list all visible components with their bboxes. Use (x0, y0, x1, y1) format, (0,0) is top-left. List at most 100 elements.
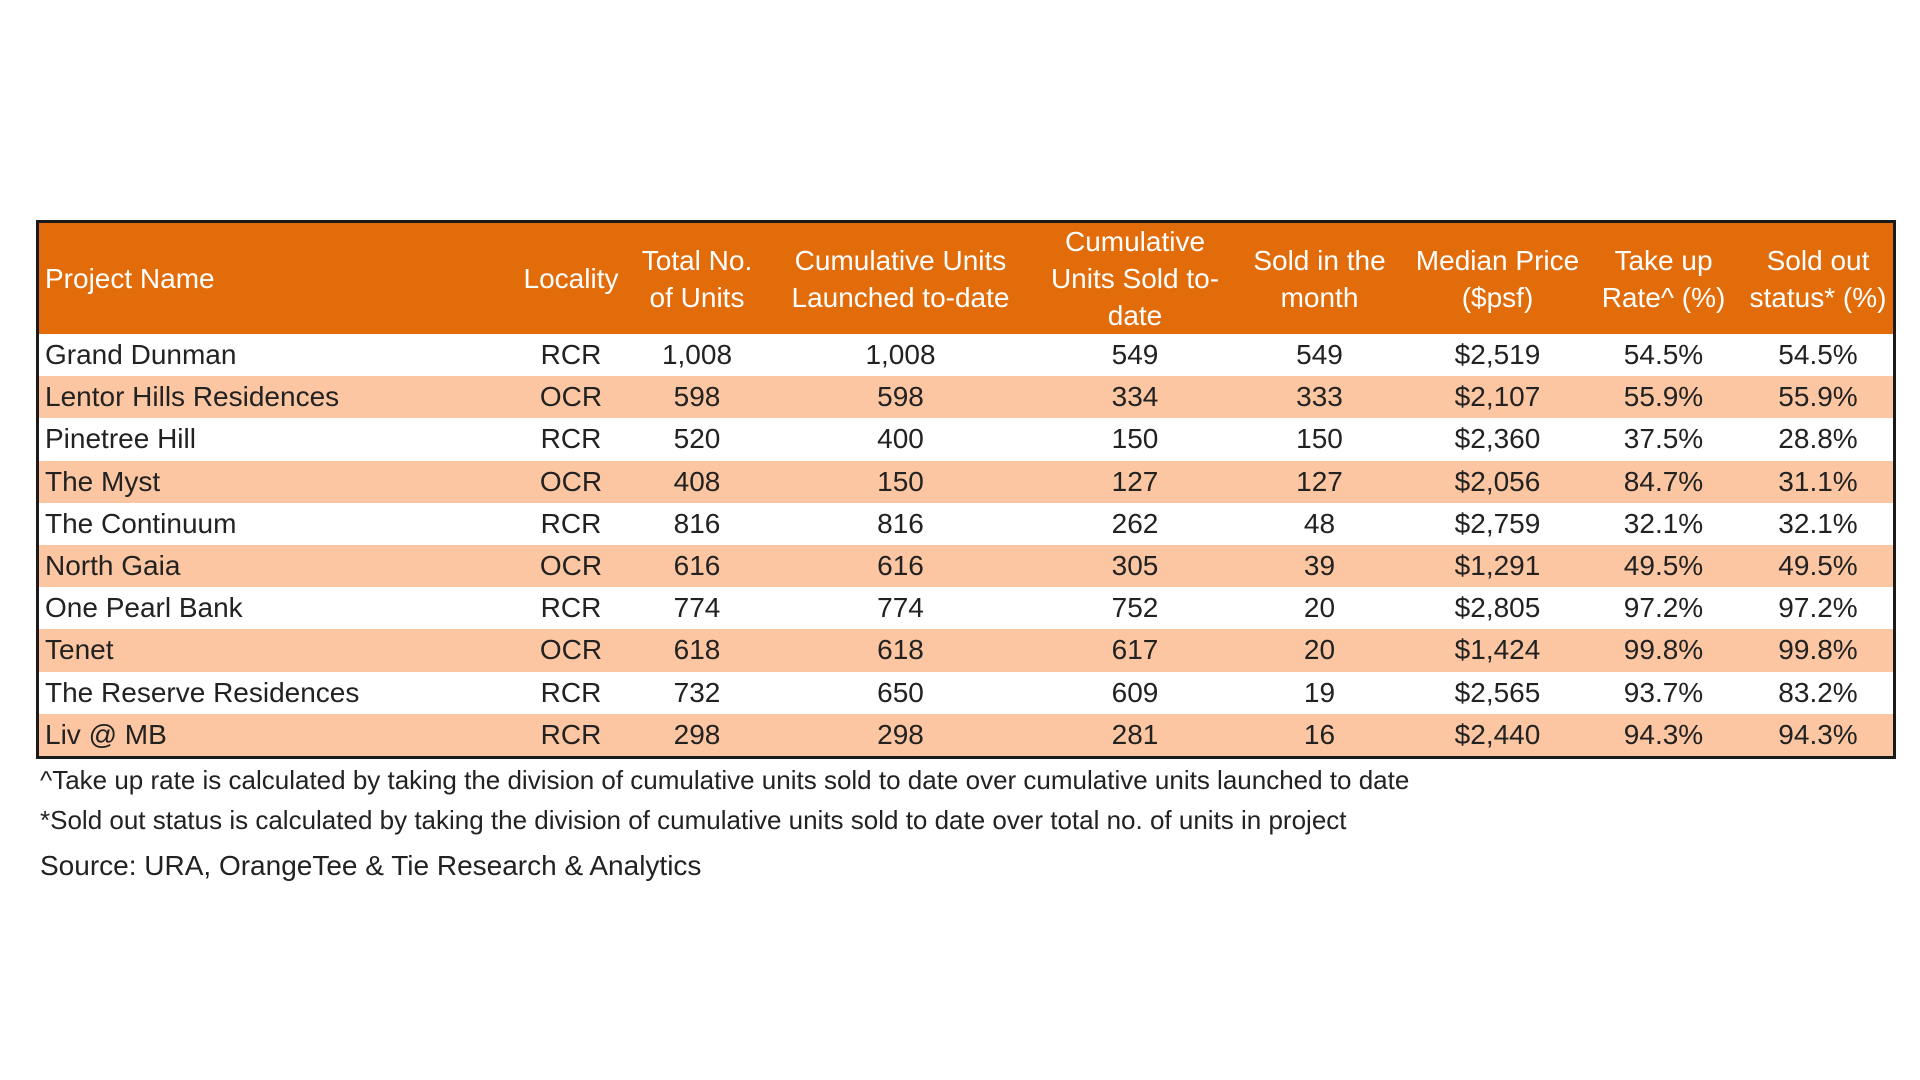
table-header: Project Name Locality Total No. of Units… (39, 223, 1893, 334)
table-row: Grand Dunman RCR 1,008 1,008 549 549 $2,519 54.… (39, 334, 1893, 377)
cell-units-launched: 400 (877, 423, 924, 455)
table-row: Liv @ MB RCR 298 298 281 16 $2,440 94.3% 94.3% (39, 713, 1893, 756)
cell-project-name: North Gaia (45, 550, 181, 582)
header-take-up-rate: Take up Rate^ (%) (1601, 244, 1726, 313)
cell-sold-out-status: 99.8% (1778, 634, 1858, 666)
cell-total-units: 774 (673, 592, 721, 624)
header-total-units: Total No. of Units (641, 244, 753, 313)
cell-sold-out-status: 31.1% (1778, 465, 1858, 497)
cell-units-launched: 816 (877, 507, 924, 539)
cell-units-sold: 334 (1111, 381, 1159, 413)
cell-locality: RCR (540, 423, 602, 455)
cell-total-units: 1,008 (661, 339, 733, 371)
cell-locality: OCR (539, 634, 603, 666)
cell-total-units: 408 (673, 465, 721, 497)
cell-project-name: One Pearl Bank (45, 592, 243, 624)
cell-take-up-rate: 49.5% (1623, 550, 1704, 582)
cell-sold-in-month: 127 (1296, 465, 1343, 497)
header-row: Project Name Locality Total No. of Units… (39, 223, 1893, 334)
table-row: North Gaia OCR 616 616 305 39 $1,291 49.5% 49.5% (39, 544, 1893, 588)
cell-units-sold: 127 (1111, 465, 1159, 497)
cell-units-launched: 150 (877, 465, 924, 497)
cell-sold-out-status: 97.2% (1778, 592, 1858, 624)
cell-project-name: Liv @ MB (45, 718, 167, 750)
cell-project-name: Grand Dunman (45, 339, 237, 371)
table-row: Lentor Hills Residences OCR 598 598 334 333 $2… (39, 376, 1893, 419)
cell-project-name: The Reserve Residences (45, 676, 360, 708)
cell-sold-out-status: 55.9% (1778, 381, 1858, 413)
cell-total-units: 520 (673, 423, 721, 455)
cell-units-sold: 262 (1111, 507, 1159, 539)
cell-sold-in-month: 20 (1303, 634, 1336, 666)
cell-median-price: $2,440 (1454, 718, 1541, 750)
cell-locality: RCR (540, 592, 602, 624)
cell-project-name: The Myst (45, 465, 161, 497)
cell-units-sold: 752 (1111, 592, 1159, 624)
cell-units-sold: 305 (1111, 550, 1159, 582)
table-row: Pinetree Hill RCR 520 400 150 150 $2,360 37.5% 2… (39, 418, 1893, 461)
table-row: One Pearl Bank RCR 774 774 752 20 $2,805 97.2% 9… (39, 587, 1893, 630)
cell-total-units: 598 (673, 381, 721, 413)
cell-sold-out-status: 83.2% (1778, 676, 1858, 708)
cell-project-name: The Continuum (45, 507, 237, 539)
cell-total-units: 298 (673, 718, 721, 750)
cell-sold-in-month: 333 (1296, 381, 1343, 413)
header-project-name: Project Name (45, 263, 215, 294)
cell-total-units: 732 (673, 676, 721, 708)
cell-locality: RCR (540, 676, 602, 708)
table-row: The Reserve Residences RCR 732 650 609 19 $2,5… (39, 671, 1893, 714)
header-units-launched: Cumulative Units Launched to-date (791, 244, 1010, 313)
table-row: The Myst OCR 408 150 127 127 $2,056 84.7% 31.1% (39, 460, 1893, 503)
cell-locality: OCR (539, 465, 603, 497)
cell-locality: OCR (539, 381, 603, 413)
cell-median-price: $1,424 (1454, 634, 1541, 666)
cell-locality: RCR (540, 718, 602, 750)
cell-units-launched: 1,008 (865, 339, 936, 371)
cell-median-price: $1,291 (1454, 550, 1541, 582)
cell-sold-in-month: 150 (1296, 423, 1343, 455)
cell-take-up-rate: 99.8% (1623, 634, 1704, 666)
cell-sold-in-month: 48 (1303, 507, 1336, 539)
sales-table-container: Project Name Locality Total No. of Units… (36, 220, 1896, 759)
cell-total-units: 616 (673, 550, 721, 582)
header-sold-in-month: Sold in the month (1253, 244, 1386, 313)
cell-take-up-rate: 93.7% (1623, 676, 1704, 708)
cell-median-price: $2,759 (1454, 507, 1541, 539)
cell-units-sold: 150 (1111, 423, 1159, 455)
cell-median-price: $2,565 (1454, 676, 1541, 708)
cell-units-launched: 598 (877, 381, 924, 413)
sold-out-status-footnote: *Sold out status is calculated by taking… (40, 805, 1347, 835)
header-units-sold: Cumulative Units Sold to-date (1050, 226, 1220, 331)
cell-total-units: 816 (673, 507, 721, 539)
header-locality: Locality (523, 263, 619, 294)
cell-median-price: $2,107 (1454, 381, 1541, 413)
cell-locality: OCR (539, 550, 603, 582)
header-median-price: Median Price ($psf) (1415, 244, 1580, 313)
cell-units-launched: 298 (877, 718, 924, 750)
cell-take-up-rate: 94.3% (1623, 718, 1704, 750)
table-notes: ^Take up rate is calculated by taking th… (40, 760, 1409, 886)
cell-take-up-rate: 32.1% (1623, 507, 1704, 539)
cell-median-price: $2,805 (1454, 592, 1541, 624)
cell-units-launched: 650 (877, 676, 924, 708)
cell-project-name: Tenet (45, 634, 114, 666)
table-row: The Continuum RCR 816 816 262 48 $2,759 32.1% 32… (39, 502, 1893, 545)
take-up-rate-footnote: ^Take up rate is calculated by taking th… (40, 765, 1410, 795)
cell-project-name: Lentor Hills Residences (45, 381, 340, 413)
cell-project-name: Pinetree Hill (45, 423, 196, 455)
source-note: Source: URA, OrangeTee & Tie Research & … (40, 850, 702, 881)
cell-sold-out-status: 54.5% (1778, 339, 1858, 371)
cell-locality: RCR (540, 339, 602, 371)
cell-units-launched: 618 (877, 634, 924, 666)
cell-sold-in-month: 16 (1303, 718, 1336, 750)
cell-take-up-rate: 54.5% (1623, 339, 1704, 371)
cell-sold-out-status: 94.3% (1778, 718, 1858, 750)
cell-units-sold: 609 (1111, 676, 1159, 708)
cell-median-price: $2,056 (1454, 465, 1541, 497)
cell-sold-in-month: 39 (1303, 550, 1336, 582)
cell-sold-out-status: 28.8% (1778, 423, 1858, 455)
cell-sold-out-status: 49.5% (1778, 550, 1858, 582)
cell-units-sold: 549 (1111, 339, 1159, 371)
cell-sold-in-month: 19 (1303, 676, 1336, 708)
cell-locality: RCR (540, 507, 602, 539)
